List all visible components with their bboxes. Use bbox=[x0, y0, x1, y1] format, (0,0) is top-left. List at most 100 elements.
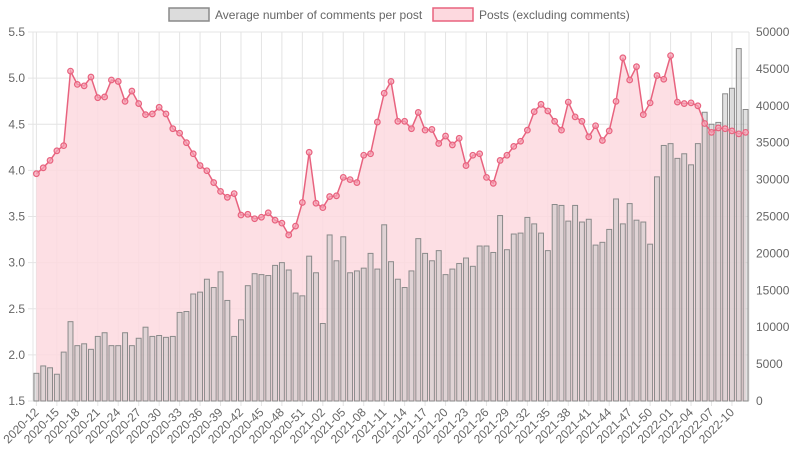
posts-point bbox=[46, 157, 54, 164]
comments-bar bbox=[285, 269, 292, 402]
comments-bar bbox=[128, 345, 135, 402]
comments-bar bbox=[538, 232, 544, 402]
posts-point bbox=[530, 108, 538, 116]
posts-point bbox=[694, 102, 702, 110]
posts-point bbox=[714, 124, 722, 132]
left-tick-label: 3.0 bbox=[8, 256, 25, 270]
posts-point bbox=[585, 133, 593, 141]
posts-point bbox=[728, 127, 736, 135]
posts-point bbox=[367, 150, 374, 158]
right-tick-label: 40000 bbox=[756, 99, 790, 113]
right-axis: 0 5000 10000 15000 20000 25000 30000 35000 40000… bbox=[756, 25, 790, 408]
right-tick-label: 0 bbox=[756, 394, 763, 408]
posts-point bbox=[592, 122, 599, 130]
comments-bar bbox=[667, 143, 674, 402]
comments-bar bbox=[40, 365, 47, 402]
comments-bar bbox=[653, 176, 660, 402]
posts-point bbox=[483, 173, 490, 181]
comments-bar bbox=[115, 345, 122, 402]
posts-point bbox=[428, 126, 436, 133]
comments-bar bbox=[476, 245, 483, 402]
comments-bar bbox=[490, 251, 497, 402]
comments-bar bbox=[694, 143, 701, 402]
posts-point bbox=[237, 211, 245, 219]
posts-point bbox=[33, 170, 40, 178]
right-tick-label: 45000 bbox=[756, 62, 790, 76]
comments-bar bbox=[742, 108, 749, 402]
comments-bar bbox=[156, 335, 163, 402]
posts-point bbox=[646, 99, 654, 107]
posts-point bbox=[489, 179, 497, 187]
posts-point bbox=[148, 110, 156, 118]
comments-bar bbox=[674, 157, 681, 402]
comments-bar bbox=[578, 221, 585, 402]
comments-bar bbox=[60, 351, 67, 402]
posts-point bbox=[67, 67, 74, 75]
comments-bar bbox=[435, 250, 442, 402]
comments-bar bbox=[224, 299, 231, 402]
comments-bar bbox=[81, 343, 88, 402]
posts-point bbox=[373, 118, 381, 126]
posts-point bbox=[639, 111, 647, 119]
comments-bar bbox=[572, 204, 579, 402]
posts-point bbox=[735, 130, 743, 138]
comments-bar bbox=[640, 221, 647, 402]
posts-point bbox=[523, 126, 531, 134]
posts-point bbox=[210, 179, 218, 186]
comments-bar bbox=[238, 319, 244, 402]
legend-item-comments[interactable]: Average number of comments per post bbox=[168, 7, 423, 22]
comments-bar bbox=[647, 243, 654, 402]
comments-bar bbox=[88, 348, 94, 402]
left-axis: 1.5 2.0 2.5 3.0 3.5 4.0 4.5 5.0 5.5 bbox=[8, 25, 25, 408]
posts-point bbox=[189, 150, 197, 158]
comments-bar bbox=[442, 274, 449, 402]
comments-bar bbox=[415, 238, 422, 402]
posts-point bbox=[162, 110, 170, 118]
x-axis: 2020-122020-152020-182020-212020-242020-… bbox=[0, 405, 737, 446]
posts-point bbox=[53, 147, 61, 155]
posts-point bbox=[660, 75, 668, 83]
posts-point bbox=[496, 157, 504, 164]
posts-point bbox=[674, 98, 681, 106]
comments-bar bbox=[728, 87, 735, 402]
left-tick-label: 4.5 bbox=[8, 117, 25, 131]
posts-point bbox=[578, 117, 586, 125]
comments-bar bbox=[176, 311, 183, 402]
comments-bar bbox=[408, 270, 415, 402]
posts-point bbox=[394, 117, 402, 125]
legend: Average number of comments per post Post… bbox=[168, 7, 630, 22]
posts-point bbox=[264, 209, 272, 217]
comments-bar bbox=[183, 311, 190, 402]
comments-bar bbox=[53, 373, 60, 402]
left-tick-label: 3.5 bbox=[8, 210, 25, 224]
posts-point bbox=[387, 78, 395, 85]
posts-point bbox=[271, 216, 279, 224]
comments-bar bbox=[278, 262, 285, 402]
posts-point bbox=[442, 132, 449, 140]
comments-bar bbox=[524, 216, 531, 402]
comments-bar bbox=[626, 203, 633, 402]
comments-bar bbox=[231, 335, 238, 402]
posts-point bbox=[564, 98, 572, 106]
posts-point bbox=[435, 140, 443, 147]
comments-bar bbox=[142, 326, 149, 402]
comments-bar bbox=[169, 335, 176, 402]
comments-bar bbox=[306, 255, 313, 402]
posts-point bbox=[544, 107, 552, 115]
posts-point bbox=[667, 52, 674, 60]
posts-point bbox=[176, 129, 184, 137]
posts-point bbox=[708, 128, 715, 136]
posts-point bbox=[742, 128, 749, 136]
comments-bar bbox=[197, 291, 204, 402]
legend-item-posts[interactable]: Posts (excluding comments) bbox=[432, 7, 630, 22]
posts-point bbox=[94, 94, 102, 102]
comments-bar bbox=[660, 144, 667, 402]
posts-point bbox=[380, 89, 388, 97]
posts-point bbox=[414, 109, 422, 116]
comments-bar bbox=[135, 337, 142, 402]
left-tick-label: 5.0 bbox=[8, 71, 25, 85]
posts-point bbox=[612, 97, 620, 105]
left-tick-label: 1.5 bbox=[8, 394, 25, 408]
posts-point bbox=[701, 120, 709, 127]
